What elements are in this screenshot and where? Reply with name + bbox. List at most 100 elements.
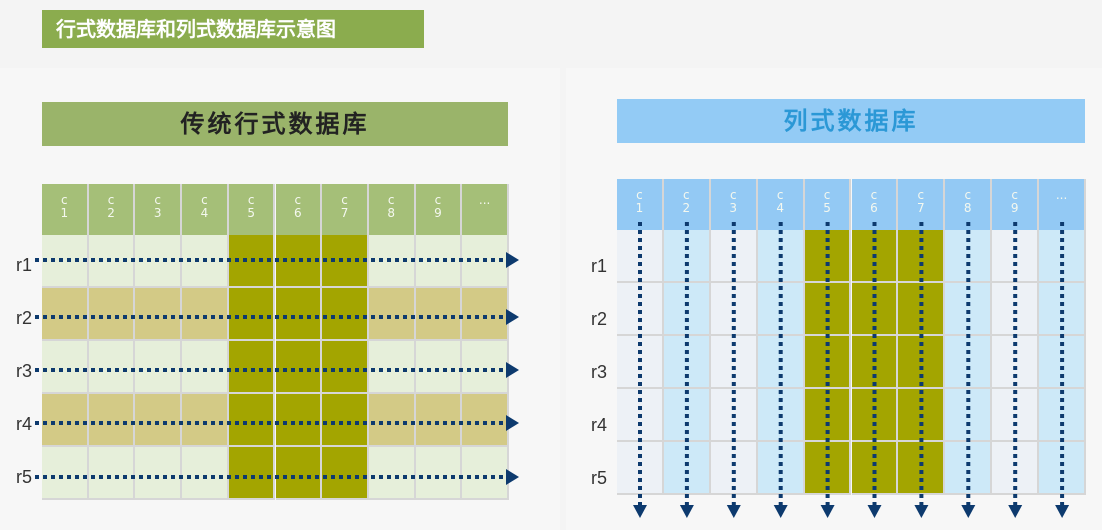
arrow-head-icon: [820, 505, 835, 518]
arrow-head-icon: [1008, 505, 1023, 518]
table-cell: [462, 288, 509, 341]
column-header-text: 4: [776, 201, 784, 215]
column-header-text: c: [434, 193, 442, 207]
arrow-head-icon: [506, 252, 519, 268]
table-cell: [275, 288, 323, 341]
table-cell: [42, 394, 89, 447]
table-cell: [88, 394, 136, 447]
table-cell: [88, 288, 136, 341]
arrow-head-icon: [679, 505, 694, 518]
column-header-text: c: [683, 188, 690, 202]
table-cell: [88, 235, 136, 288]
column-header-text: c: [1011, 188, 1018, 202]
arrow-head-icon: [726, 505, 741, 518]
table-cell: [182, 341, 229, 394]
column-header-text: c: [294, 193, 302, 207]
table-cell: [275, 341, 323, 394]
column-header-text: c: [917, 188, 925, 202]
arrow-head-icon: [506, 469, 519, 485]
column-store-title: 列式数据库: [617, 99, 1085, 143]
row-label: r2: [591, 309, 608, 329]
column-header-text: 1: [635, 201, 644, 215]
column-header-text: 5: [823, 201, 831, 215]
column-header-text: c: [964, 188, 972, 202]
column-header-text: 3: [153, 206, 162, 220]
row-label: r2: [16, 308, 33, 328]
column-header-text: 6: [870, 201, 878, 215]
row-label: r5: [16, 467, 33, 487]
table-cell: [368, 341, 416, 394]
column-header-text: 5: [247, 206, 255, 220]
table-cell: [135, 394, 183, 447]
table-cell: [182, 288, 229, 341]
column-header-text: c: [341, 193, 348, 207]
column-header-text: 2: [107, 206, 115, 220]
table-cell: [42, 235, 89, 288]
arrow-head-icon: [633, 505, 647, 518]
column-header-text: c: [107, 193, 115, 207]
table-cell: [275, 447, 323, 500]
row-label: r4: [16, 414, 33, 434]
table-cell: [1039, 336, 1086, 389]
column-header-text: 7: [917, 201, 925, 215]
row-store-title: 传统行式数据库: [42, 102, 508, 146]
table-cell: [322, 394, 369, 447]
column-header-text: 8: [387, 206, 396, 220]
table-cell: [275, 394, 323, 447]
row-label: r1: [591, 256, 608, 276]
column-header-text: c: [201, 193, 208, 207]
table-cell: [368, 288, 416, 341]
table-cell: [415, 447, 463, 500]
table-cell: [228, 341, 276, 394]
table-cell: [368, 394, 416, 447]
row-label: r5: [591, 468, 608, 488]
table-cell: [322, 341, 369, 394]
table-cell: [88, 447, 136, 500]
column-header-text: 4: [200, 206, 209, 220]
table-cell: [135, 447, 183, 500]
page-title: 行式数据库和列式数据库示意图: [42, 10, 424, 48]
table-cell: [710, 336, 758, 389]
table-cell: [322, 235, 369, 288]
column-header-text: 8: [963, 201, 972, 215]
table-cell: [368, 447, 416, 500]
column-header-text: 9: [1010, 201, 1019, 215]
column-header: ...: [1039, 179, 1086, 230]
column-header-text: c: [636, 188, 643, 202]
table-cell: [415, 341, 463, 394]
column-header: ...: [462, 184, 509, 235]
arrow-head-icon: [1055, 505, 1070, 518]
row-label: r1: [16, 255, 33, 275]
table-cell: [415, 394, 463, 447]
arrow-head-icon: [867, 505, 882, 518]
table-cell: [182, 394, 229, 447]
column-header-text: 6: [294, 206, 302, 220]
table-cell: [182, 447, 229, 500]
table-cell: [368, 235, 416, 288]
table-cell: [228, 288, 276, 341]
table-cell: [42, 288, 89, 341]
column-header-text: ...: [478, 193, 491, 207]
column-header-text: ...: [1055, 188, 1068, 202]
table-cell: [42, 341, 89, 394]
column-header-text: c: [387, 193, 395, 207]
column-header-text: c: [776, 188, 784, 202]
row-label: r4: [591, 415, 608, 435]
